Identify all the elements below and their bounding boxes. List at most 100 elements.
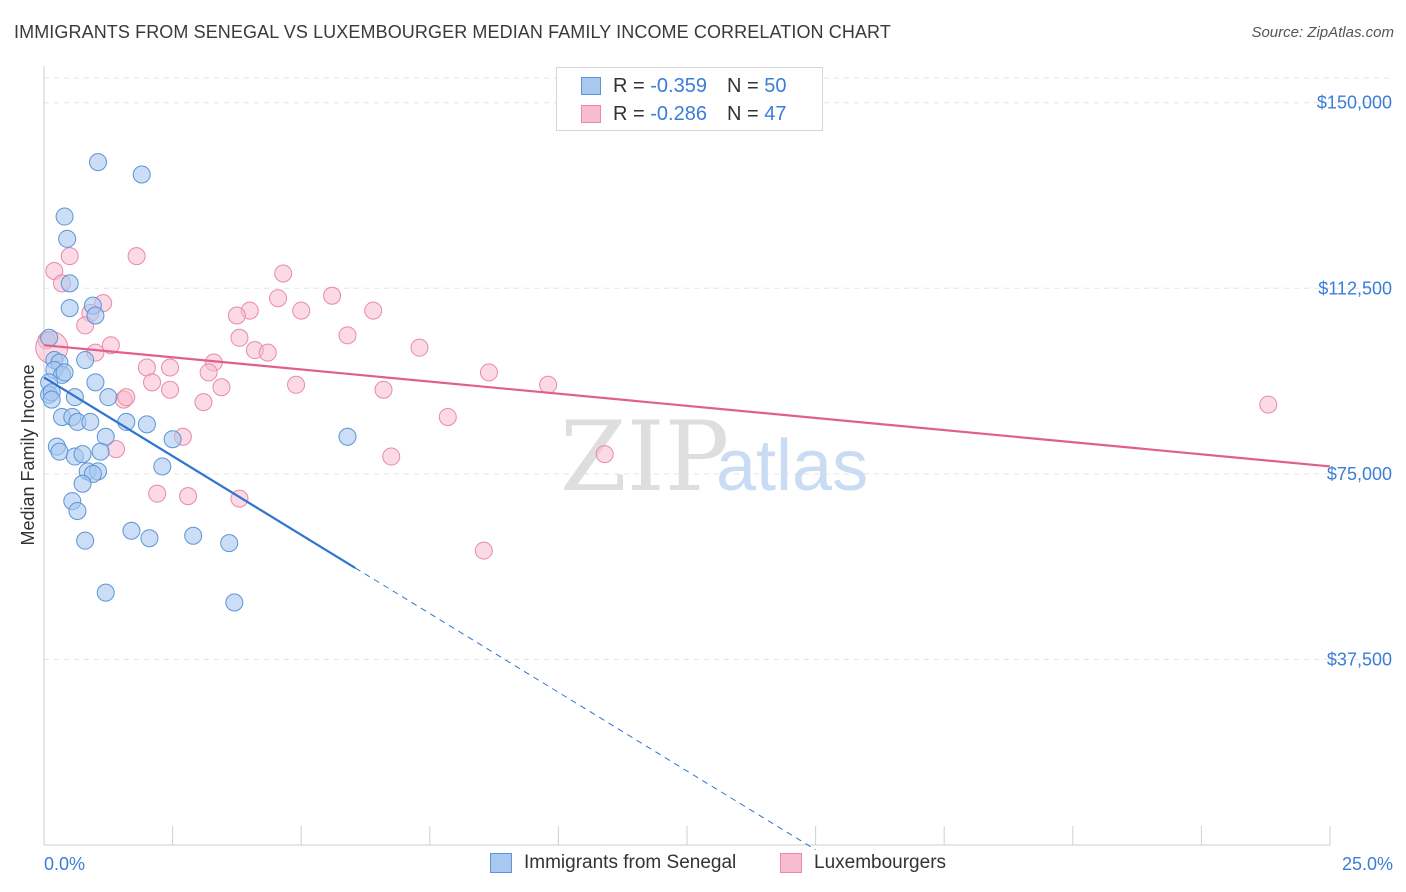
lux-point bbox=[269, 289, 288, 308]
y-tick-labels: $37,500 $75,000 $112,500 $150,000 bbox=[1317, 93, 1392, 670]
source-label: Source: ZipAtlas.com bbox=[1251, 24, 1394, 41]
senegal-point bbox=[137, 415, 156, 434]
senegal-point bbox=[132, 165, 151, 184]
r-label: R = bbox=[613, 74, 645, 97]
lux-point bbox=[117, 388, 136, 407]
lux-point bbox=[179, 487, 198, 506]
senegal-point bbox=[40, 328, 59, 347]
y-tick-label: $112,500 bbox=[1318, 278, 1392, 298]
r-label: R = bbox=[613, 102, 645, 125]
lux-trendline bbox=[43, 344, 1331, 468]
senegal-n-value: 50 bbox=[764, 74, 787, 97]
senegal-point bbox=[163, 430, 182, 449]
lux-point bbox=[474, 541, 493, 560]
x-tick-label-max: 25.0% bbox=[1342, 854, 1393, 874]
senegal-point bbox=[73, 445, 92, 464]
senegal-point bbox=[91, 442, 110, 461]
lux-point bbox=[438, 407, 457, 426]
lux-point bbox=[161, 380, 180, 399]
trend-lines bbox=[43, 344, 1331, 851]
lux-point bbox=[230, 328, 249, 347]
senegal-points bbox=[40, 153, 357, 612]
lux-point bbox=[292, 301, 311, 320]
lux-swatch bbox=[581, 105, 601, 123]
senegal-point bbox=[55, 363, 74, 382]
chart-title: IMMIGRANTS FROM SENEGAL VS LUXEMBOURGER … bbox=[14, 22, 891, 42]
lux-point bbox=[1259, 395, 1278, 414]
senegal-point bbox=[73, 474, 92, 493]
lux-n-value: 47 bbox=[764, 102, 787, 125]
senegal-point bbox=[60, 299, 79, 318]
watermark-atlas: atlas bbox=[716, 426, 868, 506]
senegal-point bbox=[220, 534, 239, 553]
senegal-trendline bbox=[43, 376, 356, 569]
legend-row-luxembourgers: R = -0.286 N = 47 bbox=[581, 102, 786, 126]
lux-point bbox=[60, 247, 79, 266]
y-tick-label: $150,000 bbox=[1317, 93, 1392, 113]
lux-point bbox=[212, 378, 231, 397]
lux-point bbox=[374, 380, 393, 399]
watermark-zip: ZIP bbox=[560, 401, 729, 513]
senegal-swatch bbox=[581, 77, 601, 95]
senegal-point bbox=[99, 388, 118, 407]
n-label: N = bbox=[726, 74, 759, 97]
lux-point bbox=[227, 306, 246, 325]
senegal-point bbox=[76, 351, 95, 370]
x-tick-labels: 0.0% 25.0% bbox=[44, 854, 1393, 874]
senegal-point bbox=[338, 427, 357, 446]
senegal-point bbox=[86, 306, 105, 325]
senegal-point bbox=[58, 229, 77, 248]
senegal-point bbox=[76, 531, 95, 550]
senegal-point bbox=[96, 583, 115, 602]
y-tick-label: $75,000 bbox=[1327, 464, 1392, 484]
lux-point bbox=[258, 343, 277, 362]
lux-point bbox=[194, 393, 213, 412]
senegal-point bbox=[50, 442, 69, 461]
senegal-point bbox=[81, 412, 100, 431]
lux-point bbox=[338, 326, 357, 345]
legend-row-senegal: R = -0.359 N = 50 bbox=[581, 74, 786, 98]
bottom-legend-luxembourgers: Luxembourgers bbox=[780, 852, 946, 874]
senegal-point bbox=[153, 457, 172, 476]
senegal-point bbox=[122, 521, 141, 540]
x-tick-label-min: 0.0% bbox=[44, 854, 85, 874]
senegal-point bbox=[225, 593, 244, 612]
y-axis-label: Median Family Income bbox=[18, 364, 38, 545]
senegal-point bbox=[68, 501, 87, 520]
senegal-r-value: -0.359 bbox=[650, 74, 707, 97]
lux-point bbox=[199, 363, 218, 382]
n-label: N = bbox=[726, 102, 759, 125]
lux-point bbox=[143, 373, 162, 392]
lux-point bbox=[101, 336, 120, 355]
lux-legend-label: Luxembourgers bbox=[814, 852, 947, 873]
senegal-point bbox=[140, 529, 159, 548]
axes bbox=[43, 66, 1331, 846]
senegal-point bbox=[86, 373, 105, 392]
senegal-legend-label: Immigrants from Senegal bbox=[524, 852, 737, 873]
lux-point bbox=[479, 363, 498, 382]
senegal-trendline-extension bbox=[354, 567, 816, 851]
lux-point bbox=[127, 247, 146, 266]
lux-point bbox=[382, 447, 401, 466]
senegal-point bbox=[60, 274, 79, 293]
lux-point bbox=[323, 286, 342, 305]
stats-legend: R = -0.359 N = 50 R = -0.286 N = 47 bbox=[556, 67, 823, 131]
grid-lines bbox=[44, 77, 1392, 660]
lux-legend-swatch bbox=[780, 853, 802, 873]
lux-point bbox=[410, 338, 429, 357]
senegal-point bbox=[184, 526, 203, 545]
y-tick-label: $37,500 bbox=[1327, 649, 1392, 669]
lux-point bbox=[364, 301, 383, 320]
lux-point bbox=[287, 375, 306, 394]
lux-point bbox=[161, 358, 180, 377]
senegal-legend-swatch bbox=[490, 853, 512, 873]
senegal-point bbox=[89, 153, 108, 172]
senegal-point bbox=[55, 207, 74, 226]
lux-r-value: -0.286 bbox=[650, 102, 707, 125]
lux-point bbox=[274, 264, 293, 283]
lux-point bbox=[539, 375, 558, 394]
lux-point bbox=[148, 484, 167, 503]
senegal-point bbox=[42, 390, 61, 409]
lux-point bbox=[595, 445, 614, 464]
